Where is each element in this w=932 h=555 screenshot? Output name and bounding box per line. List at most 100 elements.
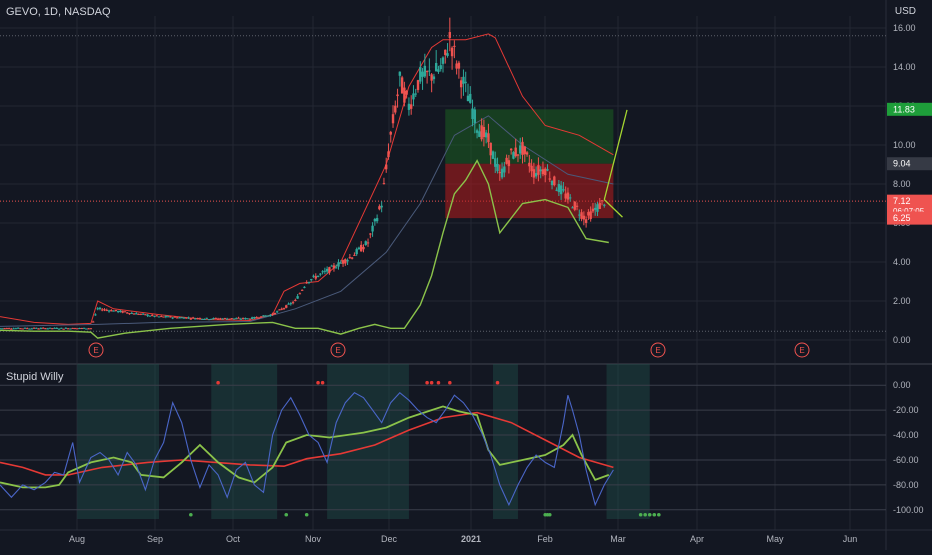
candle-body bbox=[496, 163, 499, 172]
candle-body bbox=[30, 328, 34, 330]
candle-body bbox=[119, 310, 122, 313]
y-tick-label: 16.00 bbox=[893, 23, 916, 33]
candle-body bbox=[434, 62, 438, 72]
candle-body bbox=[51, 328, 54, 330]
candle-body bbox=[114, 309, 118, 312]
indicator-title[interactable]: Stupid Willy bbox=[6, 371, 64, 383]
candle-body bbox=[371, 225, 374, 232]
candle-body bbox=[366, 242, 370, 244]
candle-body bbox=[603, 204, 606, 206]
candle-body bbox=[271, 313, 274, 316]
candle-body bbox=[141, 313, 145, 315]
candle-body bbox=[541, 169, 545, 175]
price-label-box bbox=[887, 157, 932, 171]
earnings-marker-label: E bbox=[335, 346, 340, 355]
candle-body bbox=[94, 314, 97, 316]
indicator-zone bbox=[606, 364, 650, 519]
candle-body bbox=[57, 328, 61, 330]
candle-body bbox=[494, 158, 497, 167]
candle-body bbox=[403, 87, 406, 103]
x-tick-label: Nov bbox=[305, 534, 322, 544]
candle-body bbox=[419, 67, 422, 82]
candle-body bbox=[82, 327, 86, 329]
candle-body bbox=[319, 273, 322, 275]
candle-body bbox=[396, 94, 399, 97]
candle-body bbox=[425, 71, 429, 73]
earnings-marker-circle bbox=[88, 342, 104, 358]
candle-body bbox=[409, 104, 413, 109]
candle-body bbox=[60, 327, 63, 329]
candle-body bbox=[44, 328, 47, 330]
candle-body bbox=[155, 315, 158, 317]
x-tick-label: Sep bbox=[147, 534, 163, 544]
candle-body bbox=[448, 32, 452, 38]
candle-body bbox=[430, 74, 433, 81]
oversold-dot bbox=[647, 512, 652, 517]
indicator-zone bbox=[492, 364, 518, 519]
indicator-series-line bbox=[0, 391, 614, 507]
candle-body bbox=[582, 215, 586, 220]
x-tick-label: Apr bbox=[690, 534, 704, 544]
candle-body bbox=[471, 108, 474, 120]
candle-body bbox=[559, 185, 563, 195]
candle-body bbox=[107, 310, 111, 312]
earnings-marker-circle bbox=[330, 342, 346, 358]
candle-body bbox=[528, 162, 531, 167]
candle-body bbox=[116, 310, 120, 313]
indicator-y-tick: -20.00 bbox=[893, 405, 919, 415]
candle-body bbox=[164, 316, 168, 318]
candle-body bbox=[428, 70, 431, 72]
candle-body bbox=[416, 80, 420, 90]
indicator-y-tick: -40.00 bbox=[893, 430, 919, 440]
candle-body bbox=[48, 327, 52, 329]
candle-body bbox=[564, 193, 567, 199]
candle-body bbox=[21, 328, 24, 330]
oversold-dot bbox=[643, 512, 647, 517]
candle-body bbox=[519, 145, 522, 154]
candle-body bbox=[364, 241, 367, 245]
candle-body bbox=[421, 71, 424, 77]
candle-body bbox=[557, 183, 561, 193]
candle-body bbox=[414, 93, 417, 95]
indicator-y-tick: -80.00 bbox=[893, 480, 919, 490]
symbol-title[interactable]: GEVO, 1D, NASDAQ bbox=[6, 6, 111, 18]
x-tick-label: Jun bbox=[843, 534, 858, 544]
candle-body bbox=[221, 318, 224, 320]
candle-body bbox=[78, 328, 81, 330]
candle-body bbox=[189, 318, 193, 320]
stop-zone bbox=[445, 163, 614, 219]
candle-body bbox=[469, 93, 472, 103]
candle-body bbox=[373, 218, 377, 222]
candle-body bbox=[185, 317, 188, 319]
candle-body bbox=[289, 303, 292, 305]
candle-body bbox=[462, 76, 465, 84]
candle-body bbox=[378, 206, 381, 210]
candle-body bbox=[294, 299, 297, 301]
candle-body bbox=[28, 328, 31, 330]
candle-body bbox=[126, 312, 129, 314]
candle-body bbox=[350, 257, 354, 259]
candle-body bbox=[591, 208, 595, 212]
candle-body bbox=[160, 316, 163, 318]
earnings-marker-label: E bbox=[799, 346, 804, 355]
candle-body bbox=[205, 317, 208, 319]
candle-body bbox=[514, 147, 517, 157]
candle-body bbox=[303, 286, 306, 288]
band-lower-line bbox=[0, 159, 609, 339]
candle-body bbox=[0, 328, 2, 330]
candle-body bbox=[405, 91, 408, 95]
candle-body bbox=[214, 317, 218, 319]
candle-body bbox=[273, 312, 277, 315]
candle-body bbox=[339, 262, 342, 264]
candle-body bbox=[46, 328, 49, 330]
candle-body bbox=[455, 63, 458, 69]
earnings-marker-label: E bbox=[93, 346, 98, 355]
candle-body bbox=[578, 214, 581, 216]
candle-body bbox=[432, 76, 436, 80]
candle-body bbox=[562, 189, 565, 191]
candle-body bbox=[110, 310, 113, 312]
candle-body bbox=[480, 125, 483, 140]
y-tick-label: 2.00 bbox=[893, 296, 911, 306]
candle-body bbox=[176, 317, 179, 319]
